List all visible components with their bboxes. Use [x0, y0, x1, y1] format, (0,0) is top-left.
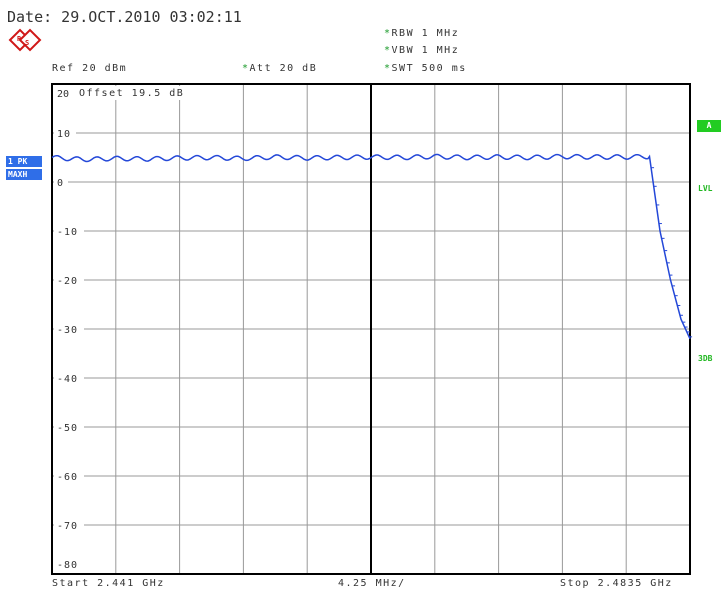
offset-label: Offset 19.5 dB	[79, 88, 184, 99]
y-tick-label: -80	[57, 560, 78, 571]
y-tick-label-bg	[54, 558, 84, 570]
attenuation-readout: *Att 20 dB	[242, 63, 318, 74]
y-tick-label: -10	[57, 227, 78, 238]
y-tick-label-bg	[54, 127, 76, 139]
rohde-schwarz-logo: R S	[8, 28, 42, 52]
y-tick-label: -30	[57, 325, 78, 336]
y-tick-label-bg	[54, 176, 68, 188]
y-tick-label-bg	[54, 225, 84, 237]
y-tick-label-bg	[54, 274, 84, 286]
y-tick-label: -60	[57, 472, 78, 483]
trace-mode-badge[interactable]: MAXH	[6, 169, 42, 180]
y-tick-label-bg	[54, 372, 84, 384]
three-db-indicator: 3DB	[698, 354, 713, 363]
svg-text:S: S	[25, 39, 29, 47]
reference-level-readout: Ref 20 dBm	[52, 63, 128, 74]
y-tick-label-bg	[54, 323, 84, 335]
trace-a-indicator[interactable]: A	[697, 120, 721, 132]
y-tick-label: -70	[57, 521, 78, 532]
svg-text:R: R	[17, 35, 22, 43]
y-tick-label-bg	[54, 421, 84, 433]
y-tick-label: -20	[57, 276, 78, 287]
rbw-readout: *RBW 1 MHz	[384, 28, 460, 39]
span-per-division: 4.25 MHz/	[338, 578, 406, 589]
y-tick-label-top: 20	[57, 89, 69, 100]
trace-detector-badge[interactable]: 1 PK	[6, 156, 42, 167]
offset-label-bg	[76, 86, 226, 100]
stop-frequency: Stop 2.4835 GHz	[560, 578, 673, 589]
vbw-readout: *VBW 1 MHz	[384, 45, 460, 56]
y-tick-label: -40	[57, 374, 78, 385]
start-frequency: Start 2.441 GHz	[52, 578, 165, 589]
date-timestamp: Date: 29.OCT.2010 03:02:11	[7, 8, 242, 26]
y-tick-label: 10	[57, 129, 71, 140]
y-tick-label-bg	[54, 470, 84, 482]
y-tick-label: -50	[57, 423, 78, 434]
y-tick-label: 0	[57, 178, 64, 189]
trace-1-line	[51, 153, 691, 340]
level-indicator: LVL	[698, 184, 713, 193]
y-tick-label-bg	[54, 519, 84, 531]
sweep-time-readout: *SWT 500 ms	[384, 63, 467, 74]
